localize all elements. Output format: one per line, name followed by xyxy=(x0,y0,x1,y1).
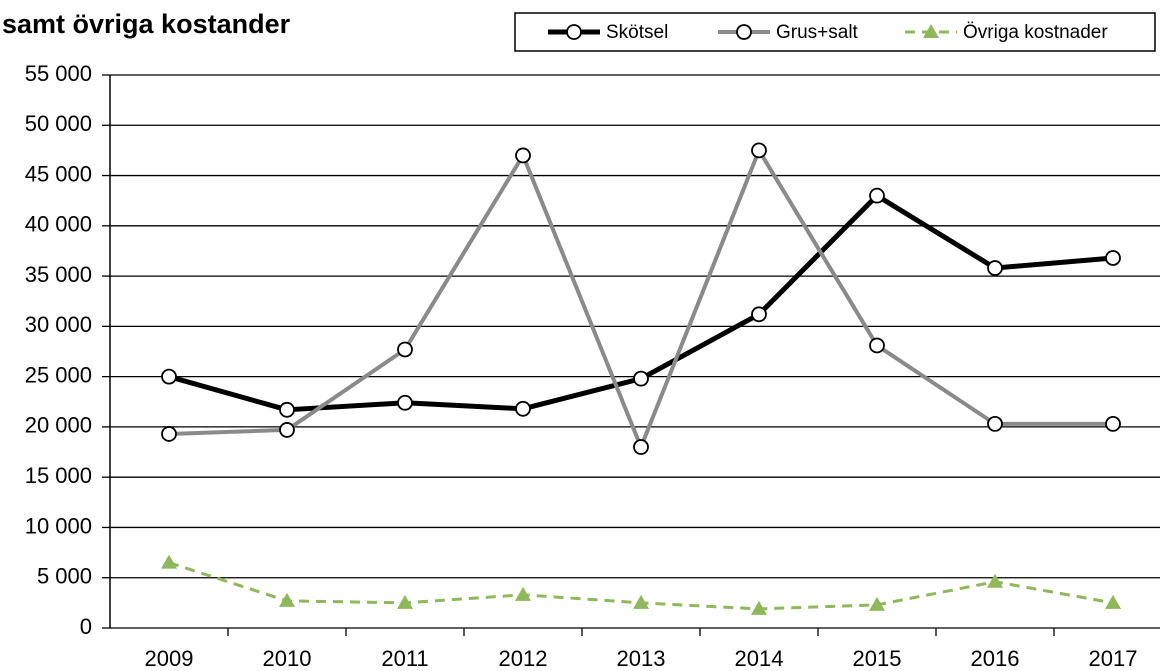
y-tick-label: 40 000 xyxy=(25,212,92,237)
point xyxy=(869,187,885,204)
chart-title: samt övriga kostander xyxy=(2,9,291,39)
point xyxy=(987,415,1003,432)
y-tick-label: 35 000 xyxy=(25,262,92,287)
x-tick-label: 2009 xyxy=(145,646,194,671)
y-tick-label: 15 000 xyxy=(25,463,92,488)
y-tick-label: 55 000 xyxy=(25,61,92,86)
y-tick-label: 20 000 xyxy=(25,413,92,438)
y-tick-label: 10 000 xyxy=(25,513,92,538)
point xyxy=(869,337,885,354)
point xyxy=(1105,250,1121,266)
point xyxy=(397,394,413,411)
y-tick-label: 50 000 xyxy=(25,111,92,136)
legend-marker xyxy=(923,24,939,38)
x-tick-label: 2011 xyxy=(381,646,428,671)
point xyxy=(515,586,531,601)
y-tick-label: 5 000 xyxy=(37,564,92,589)
x-tick-label: 2017 xyxy=(1089,646,1138,671)
legend-marker xyxy=(566,24,582,40)
legend-label: Övriga kostnader xyxy=(963,22,1108,43)
point xyxy=(1105,415,1121,432)
point xyxy=(751,600,767,615)
y-tick-label: 0 xyxy=(80,614,92,639)
y-tick-label: 30 000 xyxy=(25,312,92,337)
x-tick-label: 2013 xyxy=(617,646,666,671)
point xyxy=(515,147,531,164)
point xyxy=(397,594,413,609)
point xyxy=(987,260,1003,276)
x-tick-label: 2012 xyxy=(499,646,548,671)
y-tick-label: 25 000 xyxy=(25,362,92,387)
point xyxy=(279,401,295,418)
legend-label: Skötsel xyxy=(606,22,668,43)
legend-box xyxy=(514,12,1156,52)
point xyxy=(751,306,767,323)
point xyxy=(279,592,295,607)
point xyxy=(633,370,649,387)
point xyxy=(397,341,413,358)
legend-label: Grus+salt xyxy=(776,22,859,43)
x-tick-label: 2015 xyxy=(853,646,902,671)
point xyxy=(987,573,1003,588)
point xyxy=(633,439,649,455)
x-tick-label: 2016 xyxy=(971,646,1020,671)
legend-marker xyxy=(736,24,752,40)
x-tick-label: 2010 xyxy=(263,646,312,671)
point xyxy=(633,594,649,609)
point xyxy=(161,426,177,442)
x-tick-label: 2014 xyxy=(735,646,784,671)
line xyxy=(168,148,1113,450)
y-tick-label: 45 000 xyxy=(25,161,92,186)
point xyxy=(1105,594,1121,609)
point xyxy=(161,368,177,385)
point xyxy=(869,596,885,611)
point xyxy=(161,554,177,569)
point xyxy=(751,142,767,159)
point xyxy=(515,400,531,417)
point xyxy=(279,422,295,438)
